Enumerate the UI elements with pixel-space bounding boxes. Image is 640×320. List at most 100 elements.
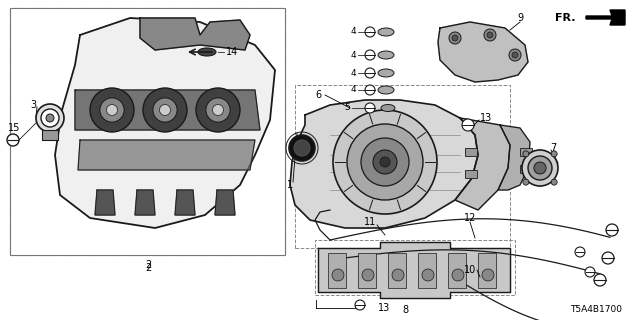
Circle shape (100, 98, 124, 122)
Polygon shape (95, 190, 115, 215)
Circle shape (594, 274, 606, 286)
Polygon shape (438, 22, 528, 82)
Polygon shape (78, 140, 255, 170)
Circle shape (333, 110, 437, 214)
Ellipse shape (378, 51, 394, 59)
Circle shape (7, 134, 19, 146)
Circle shape (365, 103, 375, 113)
Circle shape (523, 151, 529, 157)
Polygon shape (140, 18, 250, 50)
Circle shape (523, 179, 529, 185)
Bar (42, 130, 58, 140)
Bar (315, 240, 515, 295)
Text: 11: 11 (364, 217, 376, 227)
Circle shape (528, 156, 552, 180)
Circle shape (332, 269, 344, 281)
Text: 7: 7 (550, 143, 556, 153)
Circle shape (143, 88, 187, 132)
Text: 5: 5 (344, 103, 350, 113)
Bar (448, 253, 466, 288)
Polygon shape (55, 18, 275, 228)
Polygon shape (586, 10, 625, 25)
Circle shape (487, 32, 493, 38)
Text: 2: 2 (145, 260, 151, 270)
Circle shape (380, 157, 390, 167)
Ellipse shape (198, 48, 216, 56)
Circle shape (106, 105, 118, 116)
Circle shape (41, 109, 59, 127)
Bar (465, 170, 477, 178)
Text: 8: 8 (402, 305, 408, 315)
Ellipse shape (381, 105, 395, 111)
Ellipse shape (378, 28, 394, 36)
Text: 12: 12 (464, 213, 476, 223)
Text: 3: 3 (30, 100, 36, 110)
Circle shape (373, 150, 397, 174)
Circle shape (462, 119, 474, 131)
Circle shape (365, 85, 375, 95)
Bar (418, 253, 436, 288)
Bar (295, 85, 510, 248)
Polygon shape (215, 190, 235, 215)
Circle shape (289, 135, 315, 161)
Circle shape (46, 114, 54, 122)
Text: 2: 2 (145, 263, 151, 273)
Circle shape (509, 49, 521, 61)
Polygon shape (135, 190, 155, 215)
Bar (520, 165, 532, 173)
Text: 10: 10 (464, 265, 476, 275)
Circle shape (534, 162, 546, 174)
Circle shape (294, 140, 310, 156)
Bar (388, 253, 406, 288)
Circle shape (362, 269, 374, 281)
Circle shape (90, 88, 134, 132)
Text: 4: 4 (350, 68, 356, 77)
Circle shape (361, 138, 409, 186)
Text: 13: 13 (480, 113, 492, 123)
Polygon shape (175, 190, 195, 215)
Circle shape (355, 300, 365, 310)
Circle shape (347, 124, 423, 200)
Circle shape (452, 269, 464, 281)
Text: 6: 6 (315, 90, 321, 100)
Ellipse shape (378, 69, 394, 77)
Text: 4: 4 (350, 85, 356, 94)
Circle shape (551, 179, 557, 185)
Circle shape (452, 35, 458, 41)
Circle shape (365, 68, 375, 78)
Polygon shape (75, 90, 260, 130)
Text: 13: 13 (378, 303, 390, 313)
Polygon shape (290, 100, 478, 228)
Bar (10, 8, 285, 255)
Circle shape (484, 29, 496, 41)
Circle shape (206, 98, 230, 122)
Bar (465, 148, 477, 156)
Circle shape (153, 98, 177, 122)
Circle shape (606, 224, 618, 236)
Circle shape (36, 104, 64, 132)
Polygon shape (455, 118, 510, 210)
Text: 15: 15 (8, 123, 20, 133)
Circle shape (196, 88, 240, 132)
Bar (478, 253, 496, 288)
Bar (520, 148, 532, 156)
Circle shape (585, 267, 595, 277)
Circle shape (551, 151, 557, 157)
Circle shape (159, 105, 170, 116)
Circle shape (392, 269, 404, 281)
Circle shape (212, 105, 223, 116)
Circle shape (522, 150, 558, 186)
Circle shape (482, 269, 494, 281)
Circle shape (422, 269, 434, 281)
Polygon shape (498, 125, 530, 190)
Circle shape (449, 32, 461, 44)
Circle shape (365, 27, 375, 37)
Bar (10, 8, 285, 255)
Text: 4: 4 (350, 28, 356, 36)
Circle shape (512, 52, 518, 58)
Text: FR.: FR. (556, 13, 576, 23)
Text: 4: 4 (350, 51, 356, 60)
Text: 14: 14 (226, 47, 238, 57)
Bar (358, 253, 376, 288)
Circle shape (602, 252, 614, 264)
